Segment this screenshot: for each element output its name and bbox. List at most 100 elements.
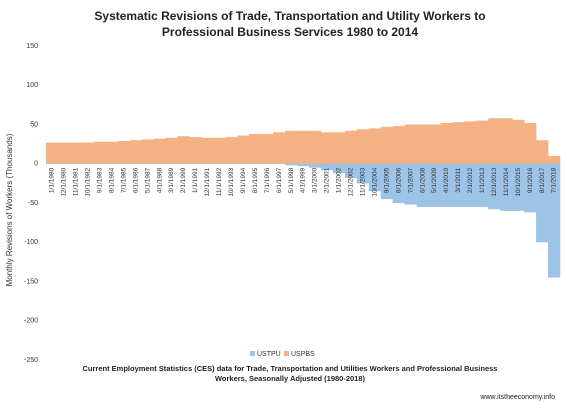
bar: [117, 140, 130, 164]
bar: [344, 130, 358, 164]
bar: [129, 140, 142, 164]
x-tick-label: 6/1/1997: [276, 167, 283, 193]
bar: [380, 126, 393, 164]
bar: [69, 142, 83, 164]
x-tick-label: 5/1/2009: [431, 167, 438, 193]
bar: [201, 137, 214, 164]
bar: [285, 130, 298, 164]
y-tick-label: -50: [28, 200, 38, 207]
bar: [404, 163, 417, 205]
y-tick-label: 0: [34, 161, 38, 168]
bar: [368, 128, 381, 164]
x-tick-label: 5/1/1998: [288, 167, 295, 193]
x-tick-label: 7/1/2018: [551, 167, 558, 193]
legend-swatch: [284, 351, 289, 356]
bar: [548, 155, 561, 164]
x-tick-label: 3/1/2011: [455, 167, 462, 192]
bar: [404, 124, 417, 164]
x-tick-label: 11/1/1992: [216, 167, 223, 196]
x-tick-label: 4/1/2010: [443, 167, 450, 193]
x-tick-label: 8/1/1984: [108, 167, 115, 193]
bar: [368, 163, 381, 192]
x-tick-label: 11/1/2003: [359, 167, 366, 196]
y-tick-label: -150: [24, 278, 38, 285]
x-tick-label: 9/1/2005: [383, 167, 390, 193]
x-tick-label: 5/1/1987: [144, 167, 151, 193]
x-tick-label: 9/1/1983: [97, 167, 104, 193]
x-tick-label: 10/1/1982: [85, 167, 92, 196]
bar: [356, 163, 370, 184]
bar: [428, 163, 441, 207]
x-tick-label: 9/1/1994: [240, 167, 247, 193]
bar: [189, 137, 202, 164]
bar: [392, 163, 405, 203]
y-tick-label: 100: [26, 82, 38, 89]
source: www.itstheeconomy.info: [480, 394, 555, 401]
bar: [488, 163, 501, 210]
legend-swatch: [250, 351, 255, 356]
bar: [344, 163, 358, 178]
x-tick-label: 10/1/1993: [228, 167, 235, 196]
x-tick-label: 4/1/1999: [300, 167, 307, 193]
bar: [524, 122, 537, 164]
x-tick-label: 1/1/2013: [479, 167, 486, 193]
bar: [141, 139, 154, 164]
bar: [440, 122, 453, 164]
y-tick-label: 150: [26, 43, 38, 50]
bar: [308, 163, 322, 168]
bar: [105, 141, 119, 164]
bar: [524, 163, 537, 213]
bar: [81, 142, 95, 164]
bar: [392, 126, 405, 164]
x-tick-label: 6/1/1986: [132, 167, 139, 193]
bar: [46, 142, 59, 164]
chart-title: Systematic Revisions of Trade, Transport…: [94, 9, 486, 39]
bar: [261, 133, 274, 164]
bar: [93, 141, 107, 164]
bar: [285, 163, 298, 166]
x-tick-label: 1/1/2002: [336, 167, 343, 193]
y-tick-label: -200: [24, 318, 38, 325]
bar: [213, 137, 226, 164]
y-axis-label: Monthly Revisions of Workers (Thousands): [5, 133, 14, 286]
bar: [548, 163, 561, 278]
x-tick-label: 10/1/2015: [515, 167, 522, 196]
bar: [249, 133, 262, 164]
y-tick-label: -250: [24, 357, 38, 364]
y-tick-label: 50: [30, 121, 38, 128]
x-tick-label: 4/1/1988: [156, 167, 163, 193]
x-tick-label: 8/1/2017: [539, 167, 546, 193]
bar: [237, 135, 250, 164]
bar: [464, 163, 477, 207]
bar: [476, 163, 489, 207]
bar: [356, 129, 370, 164]
bar: [428, 124, 441, 164]
bar: [440, 163, 453, 207]
bar: [308, 130, 322, 164]
bar: [57, 142, 71, 164]
bar: [464, 121, 477, 164]
bar: [476, 120, 489, 164]
bar: [536, 140, 549, 164]
bar: [273, 132, 286, 164]
x-tick-label: 12/1/2013: [491, 167, 498, 196]
bar: [225, 137, 238, 164]
bar: [320, 163, 334, 171]
bar: [512, 119, 525, 164]
bar: [416, 163, 429, 207]
bar: [452, 122, 465, 164]
x-tick-label: 7/1/1996: [264, 167, 271, 193]
y-tick-label: -100: [24, 239, 38, 246]
x-tick-label: 12/1/1991: [204, 167, 211, 196]
legend-label: USPBS: [291, 351, 315, 358]
bar: [297, 130, 310, 164]
x-tick-label: 12/1/2002: [348, 167, 355, 196]
bar: [177, 136, 190, 164]
bar: [488, 118, 501, 164]
bar: [332, 132, 346, 164]
x-tick-label: 1/1/1991: [192, 167, 199, 193]
x-tick-label: 2/1/1990: [180, 167, 187, 193]
bar: [452, 163, 465, 207]
x-tick-label: 11/1/1981: [73, 167, 80, 196]
